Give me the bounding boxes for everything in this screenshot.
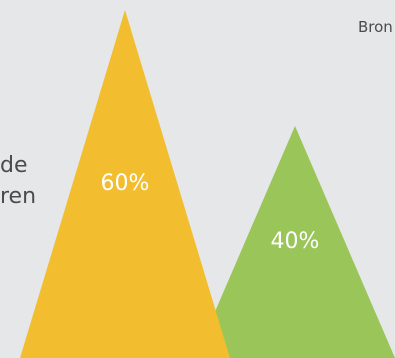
side-text-line-2: ren bbox=[0, 184, 37, 209]
side-text-line-1: de bbox=[0, 153, 28, 178]
triangle-bar-1 bbox=[20, 10, 230, 358]
value-label-1: 60% bbox=[101, 171, 150, 196]
triangle-bar-2 bbox=[195, 126, 395, 358]
source-label: Bron bbox=[358, 18, 393, 36]
value-label-2: 40% bbox=[271, 229, 320, 254]
